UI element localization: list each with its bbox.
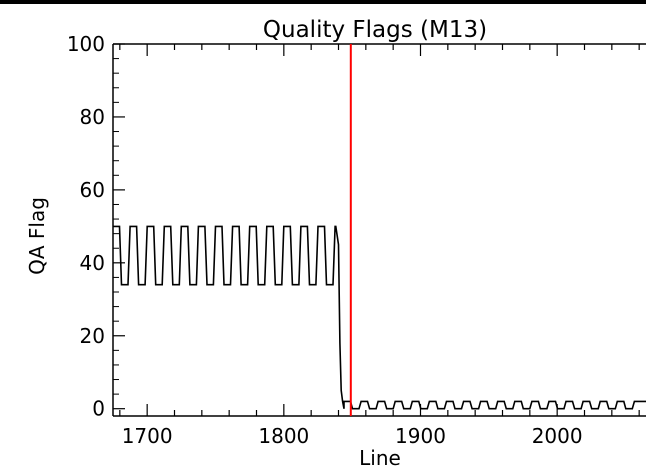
y-tick-label: 60 — [80, 178, 105, 202]
y-tick-label: 0 — [92, 397, 105, 421]
y-tick-label: 40 — [80, 251, 105, 275]
series-layer — [113, 225, 646, 410]
top-border — [0, 0, 646, 4]
tick-labels: 0 20 40 60 80 100 1700 1800 1900 2000 — [67, 32, 583, 448]
y-tick-label: 20 — [80, 324, 105, 348]
qa-flag-series-line — [113, 225, 646, 410]
axis-ticks — [113, 43, 640, 416]
x-axis-label: Line — [359, 446, 401, 467]
y-tick-label: 100 — [67, 32, 105, 56]
x-tick-label: 2000 — [532, 424, 583, 448]
chart-title: Quality Flags (M13) — [263, 17, 487, 43]
y-tick-label: 80 — [80, 105, 105, 129]
plot-frame — [112, 43, 646, 417]
x-tick-label: 1700 — [122, 424, 173, 448]
y-axis-label: QA Flag — [25, 197, 49, 275]
x-tick-label: 1800 — [258, 424, 309, 448]
x-tick-label: 1900 — [395, 424, 446, 448]
